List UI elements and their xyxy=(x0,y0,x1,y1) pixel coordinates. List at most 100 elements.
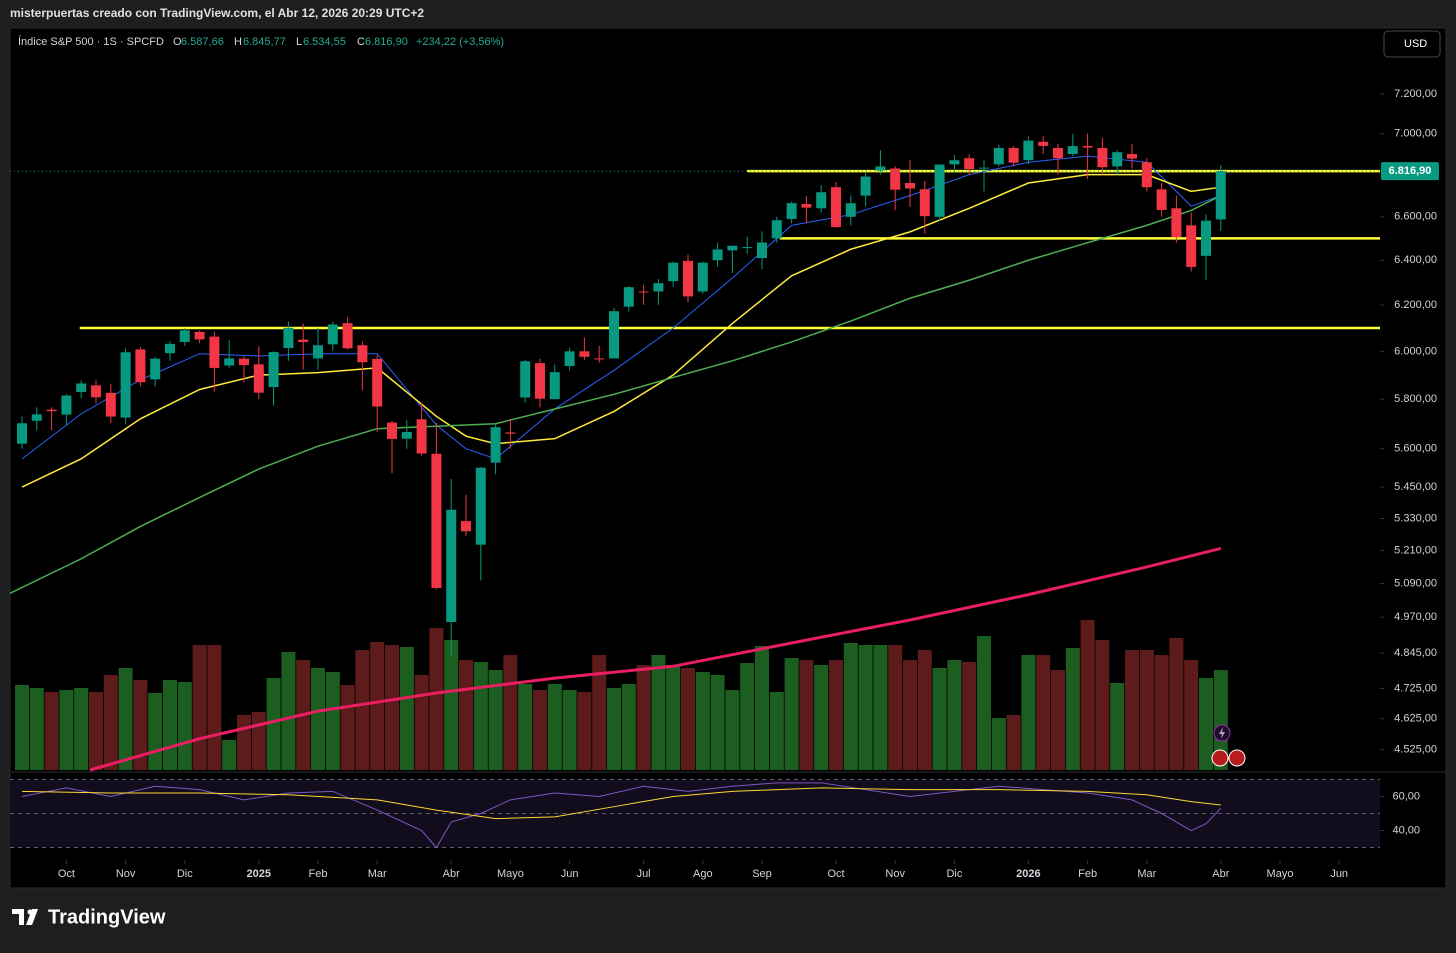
candle-body xyxy=(668,262,679,282)
candle-body xyxy=(949,160,960,165)
volume-bar xyxy=(799,660,814,770)
candle-body xyxy=(964,158,975,170)
candle-body xyxy=(535,363,545,399)
volume-bar xyxy=(429,628,444,770)
candle-body xyxy=(61,395,72,415)
candle-body xyxy=(461,521,471,532)
volume-bar xyxy=(1199,678,1213,770)
currency-button[interactable] xyxy=(1383,30,1441,58)
ohlc-value: 6.534,55 xyxy=(303,36,346,48)
x-tick-label: Nov xyxy=(885,868,905,880)
candle-body xyxy=(1082,145,1093,148)
volume-bar xyxy=(518,684,533,770)
volume-bar xyxy=(533,690,547,770)
last-price-label: 6.816,90 xyxy=(1389,165,1432,177)
candle-body xyxy=(1186,225,1197,267)
y-tick-label: 4.625,00 xyxy=(1394,713,1437,725)
volume-bar xyxy=(903,660,917,770)
y-tick-label: 4.845,00 xyxy=(1394,647,1437,659)
candle-body xyxy=(1127,154,1137,159)
volume-bar xyxy=(725,690,740,770)
volume-bar xyxy=(488,670,503,770)
change: +234,22 (+3,56%) xyxy=(416,36,504,48)
candle-body xyxy=(786,203,797,219)
candle-body xyxy=(17,423,27,444)
volume-bar xyxy=(207,645,222,770)
candle-body xyxy=(194,331,205,340)
volume-bar xyxy=(1184,660,1199,770)
volume-bar xyxy=(192,645,207,770)
candle-body xyxy=(505,432,516,434)
price-pane xyxy=(10,133,1380,772)
symbol: Índice S&P 500 · 1S · SPCFD xyxy=(18,35,164,48)
candle-body xyxy=(224,358,235,366)
volume-bar xyxy=(1154,655,1169,770)
volume-bar xyxy=(962,662,977,770)
y-tick-label: 5.210,00 xyxy=(1394,545,1437,557)
y-tick-label: 5.600,00 xyxy=(1394,443,1437,455)
ohlc-key: H xyxy=(234,36,242,48)
x-tick-label: Mar xyxy=(1137,868,1156,880)
rsi-band xyxy=(10,779,1380,848)
volume-bar xyxy=(651,655,666,770)
volume-bar xyxy=(784,658,799,770)
ohlc-key: C xyxy=(357,36,365,48)
candle-body xyxy=(1067,146,1078,155)
volume-bar xyxy=(1139,650,1154,770)
candle-body xyxy=(653,283,664,292)
y-tick-label: 4.525,00 xyxy=(1394,743,1437,755)
candle-body xyxy=(416,419,427,454)
x-tick-label: Abr xyxy=(443,868,460,880)
flag-icon[interactable] xyxy=(1228,749,1246,767)
candle-body xyxy=(1171,208,1182,238)
candle-body xyxy=(638,291,649,293)
x-tick-label: Ago xyxy=(693,868,713,880)
x-tick-label: 2026 xyxy=(1016,868,1040,880)
volume-bar xyxy=(222,740,237,770)
volume-bar xyxy=(1006,715,1021,770)
candle-body xyxy=(993,147,1004,165)
candle-body xyxy=(594,358,605,360)
volume-bar xyxy=(814,665,829,770)
volume-bar xyxy=(991,718,1006,770)
candle-body xyxy=(609,311,619,359)
brand-logo xyxy=(12,909,38,925)
volume-bar xyxy=(340,685,355,770)
x-tick-label: Oct xyxy=(58,868,75,880)
volume-bar xyxy=(577,692,592,770)
candle-body xyxy=(1053,147,1063,159)
candle-body xyxy=(431,453,442,588)
candle-body xyxy=(268,352,279,388)
volume-bar xyxy=(888,645,903,770)
candle-body xyxy=(372,358,383,407)
rsi-tick-label: 60,00 xyxy=(1392,790,1420,802)
x-tick-label: Dic xyxy=(946,868,962,880)
candle-body xyxy=(120,352,131,418)
candle-body xyxy=(845,203,856,217)
y-tick-label: 4.725,00 xyxy=(1394,682,1437,694)
volume-bar xyxy=(1036,655,1051,770)
candle-body xyxy=(342,323,353,349)
volume-bar xyxy=(459,660,473,770)
volume-bar xyxy=(44,692,59,770)
volume-bar xyxy=(932,668,947,770)
volume-bar xyxy=(29,688,44,770)
flag-icon[interactable] xyxy=(1211,749,1229,767)
candle-body xyxy=(875,166,886,171)
x-tick-label: Dic xyxy=(177,868,193,880)
volume-bar xyxy=(1080,620,1095,770)
candle-body xyxy=(683,260,693,297)
currency[interactable]: USD xyxy=(1404,38,1427,50)
volume-bar xyxy=(414,675,429,770)
moving-average xyxy=(21,173,1221,488)
candle-body xyxy=(475,467,486,545)
volume-bar xyxy=(607,688,621,770)
candle-body xyxy=(1141,162,1152,188)
x-tick-label: Mayo xyxy=(497,868,524,880)
volume-bar xyxy=(59,690,74,770)
volume-bar xyxy=(1110,683,1125,770)
volume-bar xyxy=(755,646,769,770)
volume-bar xyxy=(1213,670,1228,770)
moving-average xyxy=(10,194,1222,595)
x-tick-label: Mar xyxy=(368,868,387,880)
